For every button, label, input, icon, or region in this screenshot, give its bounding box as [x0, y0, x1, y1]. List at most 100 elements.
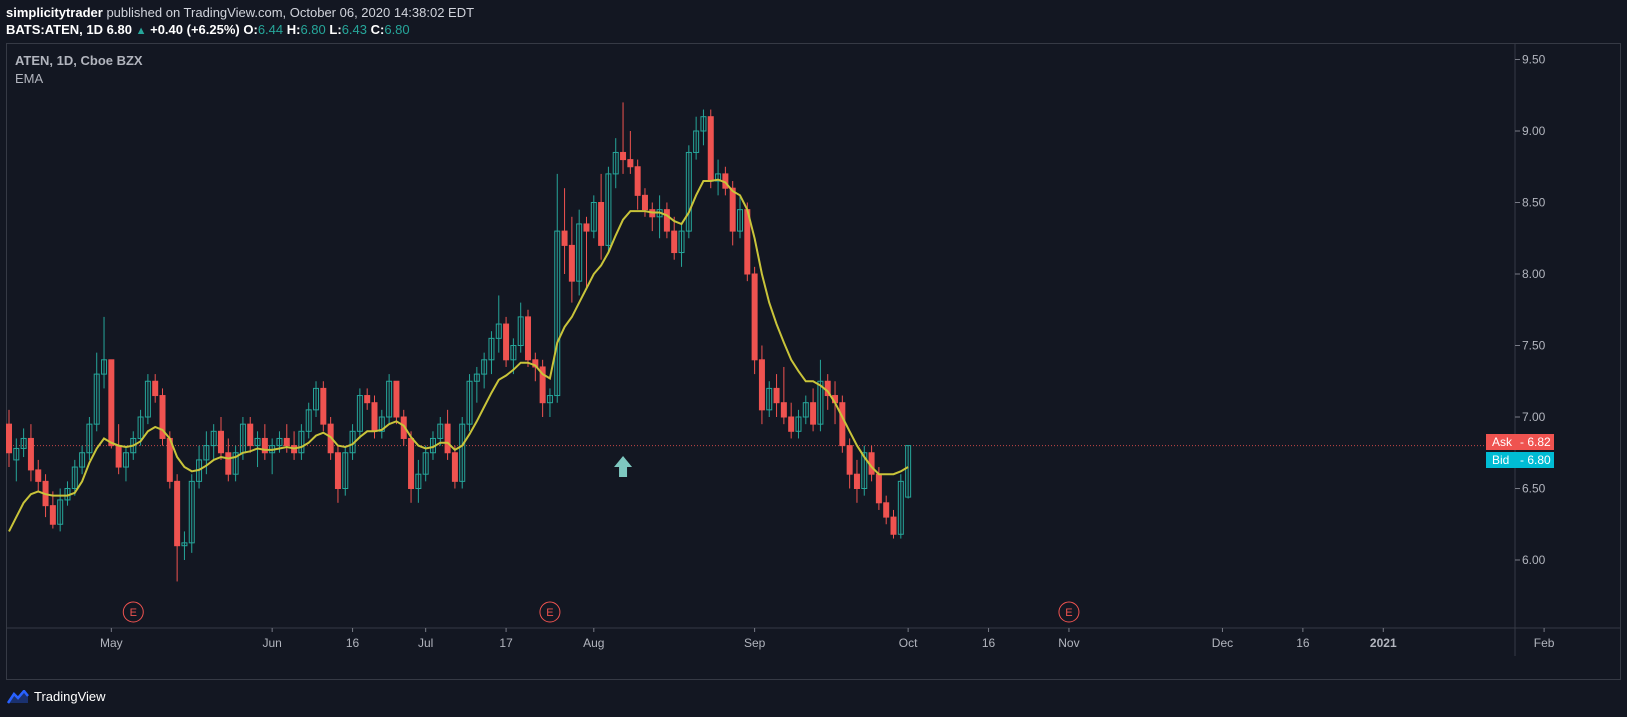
candle-body-down[interactable] — [6, 423, 12, 454]
candle-body-up[interactable] — [802, 402, 809, 418]
candle-body-down[interactable] — [371, 402, 378, 432]
candle-body-down[interactable] — [217, 430, 224, 454]
candle-body-down[interactable] — [561, 230, 568, 246]
earnings-marker-icon[interactable] — [1058, 601, 1080, 623]
candle-body-up[interactable] — [210, 430, 217, 447]
candle-body-up[interactable] — [101, 359, 108, 375]
legend-indicator[interactable]: EMA — [15, 71, 44, 86]
candle-body-down[interactable] — [393, 380, 400, 418]
candle-body-up[interactable] — [495, 323, 502, 339]
candle-body-down[interactable] — [598, 202, 605, 246]
candle-body-down[interactable] — [671, 230, 678, 254]
candle-body-up[interactable] — [298, 430, 305, 454]
candle-body-up[interactable] — [605, 173, 612, 246]
candle-body-down[interactable] — [758, 359, 765, 411]
candle-body-up[interactable] — [57, 499, 64, 525]
candle-body-down[interactable] — [853, 473, 860, 490]
candle-body-up[interactable] — [481, 359, 488, 375]
candle-body-up[interactable] — [685, 151, 692, 232]
candle-body-down[interactable] — [846, 445, 853, 475]
candle-body-up[interactable] — [422, 452, 429, 475]
candle-body-down[interactable] — [788, 416, 795, 432]
candle-body-down[interactable] — [364, 395, 371, 404]
candle-body-down[interactable] — [174, 480, 181, 547]
candle-body-down[interactable] — [890, 516, 897, 535]
candle-body-down[interactable] — [159, 395, 166, 439]
candle-body-down[interactable] — [839, 402, 846, 447]
candle-body-up[interactable] — [766, 387, 773, 411]
candle-body-up[interactable] — [144, 380, 151, 418]
candle-body-down[interactable] — [875, 473, 882, 504]
candle-body-down[interactable] — [634, 166, 641, 196]
ema-line[interactable] — [8, 178, 909, 532]
candle-body-up[interactable] — [737, 209, 743, 232]
candle-body-down[interactable] — [773, 387, 780, 404]
candle-body-up[interactable] — [554, 230, 561, 397]
candle-body-up[interactable] — [678, 230, 685, 254]
candle-body-up[interactable] — [817, 380, 824, 425]
candle-body-down[interactable] — [663, 209, 670, 232]
candle-body-up[interactable] — [437, 423, 444, 439]
candle-body-up[interactable] — [86, 423, 93, 454]
candle-body-up[interactable] — [861, 452, 868, 489]
candle-body-down[interactable] — [451, 452, 458, 482]
candle-body-up[interactable] — [693, 130, 700, 153]
candle-body-up[interactable] — [276, 437, 283, 447]
candle-body-up[interactable] — [386, 380, 393, 418]
candle-body-up[interactable] — [13, 447, 20, 461]
candle-body-down[interactable] — [152, 380, 159, 397]
candle-body-up[interactable] — [459, 423, 466, 482]
candle-body-up[interactable] — [612, 151, 619, 175]
candle-body-up[interactable] — [93, 373, 100, 425]
candle-body-up[interactable] — [122, 452, 129, 468]
candle-body-up[interactable] — [254, 437, 261, 447]
candle-body-down[interactable] — [49, 505, 56, 525]
candle-body-down[interactable] — [261, 437, 268, 454]
candle-body-down[interactable] — [444, 423, 451, 454]
earnings-marker-icon[interactable] — [122, 601, 144, 623]
candle-body-down[interactable] — [27, 437, 34, 471]
candle-body-up[interactable] — [510, 345, 517, 361]
candle-body-up[interactable] — [188, 480, 195, 544]
candle-body-up[interactable] — [79, 452, 86, 468]
candle-body-up[interactable] — [313, 387, 320, 411]
candle-body-down[interactable] — [408, 437, 415, 490]
candle-body-up[interactable] — [546, 395, 553, 404]
candle-body-down[interactable] — [503, 323, 510, 361]
candle-body-up[interactable] — [203, 445, 210, 461]
candle-body-down[interactable] — [620, 151, 627, 161]
footer-brand[interactable]: TradingView — [6, 689, 106, 704]
candle-body-down[interactable] — [568, 244, 575, 282]
candle-body-down[interactable] — [320, 387, 327, 425]
candle-body-down[interactable] — [780, 402, 787, 418]
candle-body-up[interactable] — [590, 202, 597, 232]
candle-body-down[interactable] — [247, 423, 254, 447]
candle-body-down[interactable] — [108, 359, 115, 447]
candle-body-down[interactable] — [751, 273, 758, 361]
candle-body-up[interactable] — [305, 409, 312, 432]
candle-body-down[interactable] — [627, 159, 634, 168]
candle-body-up[interactable] — [466, 380, 473, 425]
candle-body-down[interactable] — [225, 452, 232, 475]
candle-body-down[interactable] — [810, 402, 817, 425]
candle-body-up[interactable] — [342, 452, 349, 489]
candle-body-down[interactable] — [883, 502, 890, 518]
candle-body-up[interactable] — [897, 480, 904, 535]
candle-body-down[interactable] — [729, 187, 736, 232]
candle-body-up[interactable] — [905, 445, 912, 498]
candle-body-down[interactable] — [707, 116, 714, 182]
candle-body-up[interactable] — [181, 542, 188, 547]
candle-body-up[interactable] — [795, 416, 802, 432]
candle-body-up[interactable] — [715, 173, 722, 182]
candle-body-down[interactable] — [334, 452, 341, 489]
candle-body-up[interactable] — [576, 223, 583, 282]
candle-body-up[interactable] — [232, 452, 239, 475]
candle-body-up[interactable] — [137, 416, 144, 439]
candle-body-down[interactable] — [115, 445, 122, 468]
candle-body-down[interactable] — [539, 366, 546, 404]
candle-body-up[interactable] — [473, 373, 480, 382]
candle-body-up[interactable] — [700, 116, 707, 132]
candle-body-up[interactable] — [71, 466, 78, 489]
candle-body-up[interactable] — [415, 473, 422, 490]
candle-body-up[interactable] — [356, 395, 363, 432]
